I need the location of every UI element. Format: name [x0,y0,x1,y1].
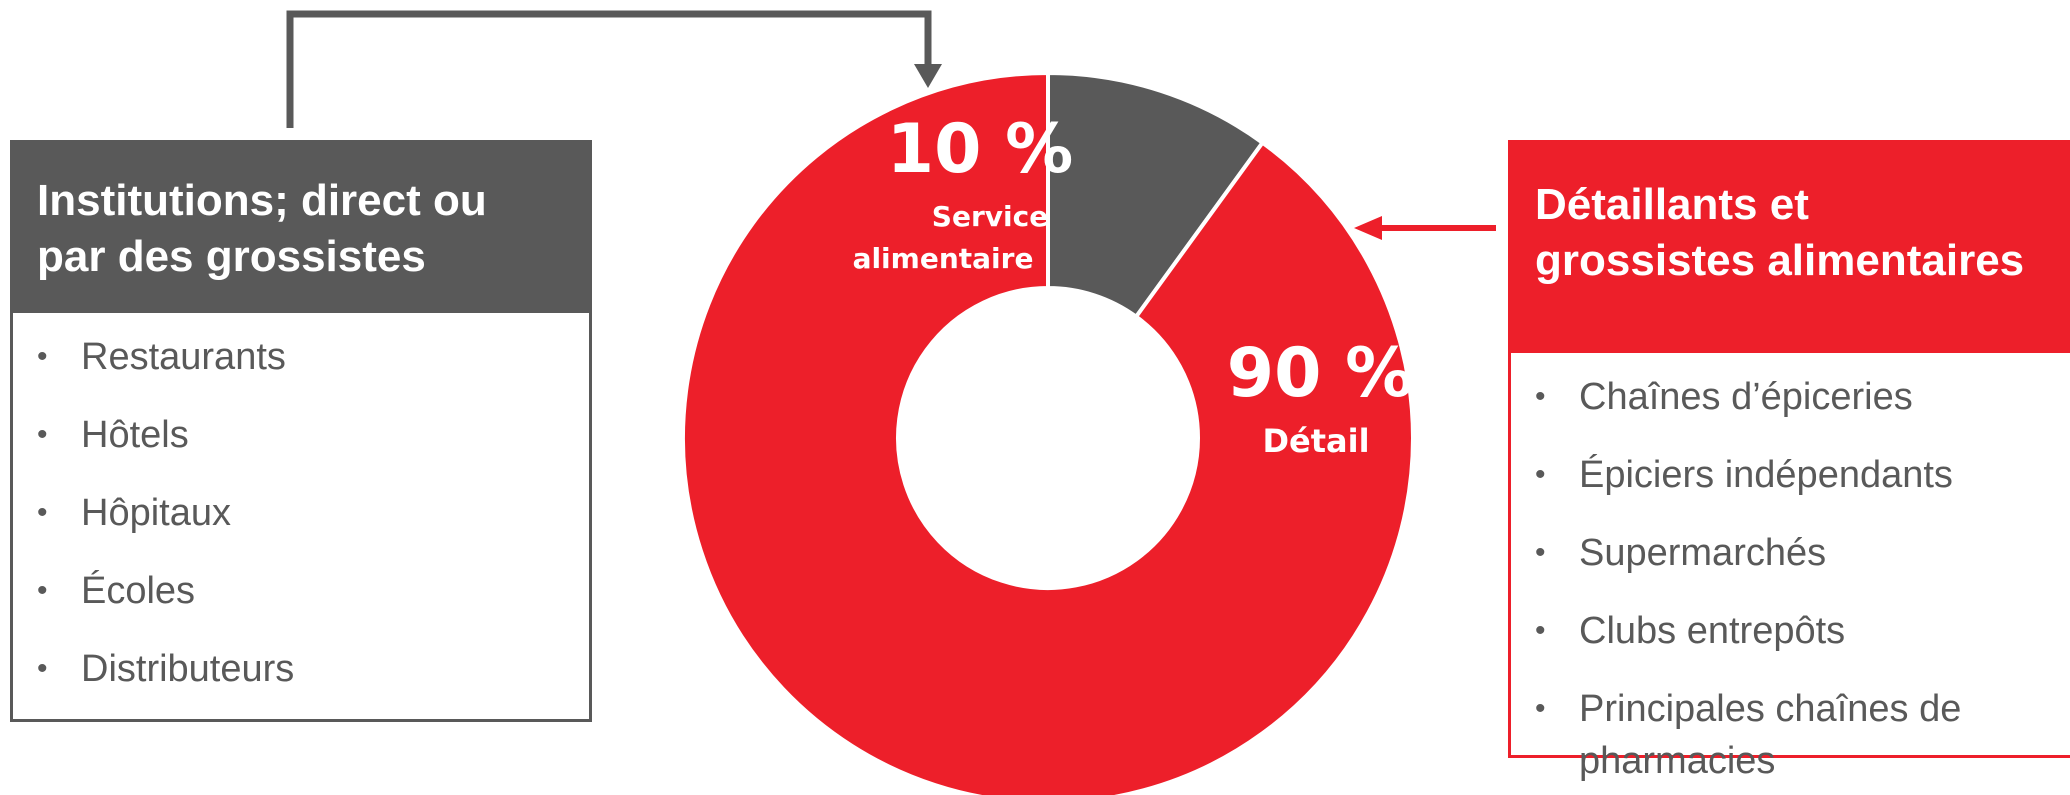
institutions-heading-line1: Institutions; direct ou [37,176,487,225]
bullet: • [1535,692,1546,725]
donut-segment-service-alimentaire [1046,70,1266,320]
bullet: • [37,574,48,607]
left-connector-arrowhead [914,64,942,88]
list-item: • Restaurants [13,331,589,383]
right-connector-arrowhead [1354,216,1382,240]
donut-segment-detail [681,70,1415,795]
retailers-panel: Détaillants et grossistes alimentaires •… [1508,140,2070,782]
bullet: • [37,652,48,685]
list-item-label: Clubs entrepôts [1579,610,1846,652]
service-pct-label: 10 % [887,110,1073,189]
list-item-label: Hôpitaux [81,492,231,534]
bullet: • [37,496,48,529]
institutions-panel: Institutions; direct ou par des grossist… [10,140,592,722]
list-item-label: Principales chaînes de [1579,688,1962,730]
bullet: • [1535,536,1546,569]
list-item: • Écoles [13,565,589,617]
bullet: • [1535,614,1546,647]
retailers-heading-line2: grossistes alimentaires [1535,236,2025,285]
list-item-continuation: pharmacies [1511,735,2070,787]
list-item-label: Chaînes d’épiceries [1579,376,1913,418]
bullet: • [1535,458,1546,491]
list-item-label: Distributeurs [81,648,295,690]
bullet: • [37,340,48,373]
institutions-heading: Institutions; direct ou par des grossist… [13,143,589,313]
list-item-label: Épiciers indépendants [1579,454,1953,496]
list-item-label: Restaurants [81,336,286,378]
bullet: • [1535,380,1546,413]
list-item: • Chaînes d’épiceries [1511,371,2070,423]
list-item-label: Écoles [81,570,196,612]
list-item-label: Hôtels [81,414,189,456]
list-item: • Hôtels [13,409,589,461]
list-item: • Hôpitaux [13,487,589,539]
retailers-heading-line1: Détaillants et [1535,180,1809,229]
service-name-line2: alimentaire [853,242,1034,275]
list-item-label: pharmacies [1579,740,1776,782]
bullet: • [37,418,48,451]
list-item: • Supermarchés [1511,527,2070,579]
left-connector-line [286,10,932,128]
list-item: • Clubs entrepôts [1511,605,2070,657]
donut-segments [681,70,1415,795]
list-item-label: Supermarchés [1579,532,1827,574]
detail-name-label: Détail [1262,422,1369,460]
retailers-heading: Détaillants et grossistes alimentaires [1511,143,2070,353]
list-item: • Distributeurs [13,643,589,695]
service-name-line1: Service [932,200,1048,233]
institutions-heading-line2: par des grossistes [37,232,426,281]
detail-pct-label: 90 % [1227,334,1413,413]
list-item: • Épiciers indépendants [1511,449,2070,501]
list-item: • Principales chaînes de [1511,683,2070,735]
